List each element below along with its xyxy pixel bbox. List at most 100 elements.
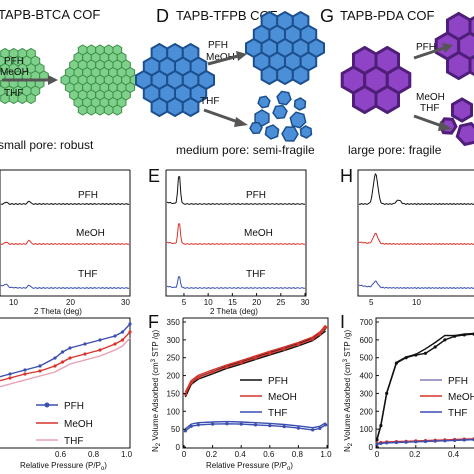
panel-d-letter: D: [156, 6, 169, 26]
hexagon-cell: [374, 84, 400, 115]
xrd-a-meoh-label: MeOH: [76, 228, 105, 239]
iso-f-legend: PFH MeOH THF: [240, 376, 297, 419]
hexagon-cell: [77, 104, 88, 116]
iso-a-pfh-point: [8, 372, 12, 376]
iso-a-pfh-point: [68, 346, 72, 350]
iso-f-ticks: 0 50 100 150 200 250 300 350 0 0.2 0.4 0.6 0.8 1.0: [167, 318, 333, 459]
iso-a-meoh-point: [68, 356, 72, 360]
iso-i-ytick: 600: [360, 336, 374, 345]
iso-a-xtick: 0.8: [88, 450, 100, 459]
iso-a-xlabel: Relative Pressure (P/Po): [20, 461, 107, 472]
iso-f-xtick: 0.6: [263, 450, 275, 459]
iso-f-ytick: 0: [176, 443, 181, 452]
xrd-a-xlabel: 2 Theta (deg): [34, 307, 82, 316]
panel-a-schematic: TAPB-BTCA COF PFH MeOH THF small pore: r…: [0, 7, 140, 152]
iso-panel-a: PFH MeOH THF 0.6 0.8 1.0 Relative Pressu…: [0, 317, 133, 472]
panel-d-arrow-bottom: [203, 108, 239, 124]
iso-a-pfh-point: [98, 338, 102, 342]
panel-a-caption: small pore: robust: [0, 138, 94, 152]
iso-f-thf-point: [211, 422, 215, 426]
large-pore-cof-crystal: [340, 45, 412, 115]
iso-a-pfh-point: [128, 322, 132, 326]
iso-a-pfh-point: [60, 350, 65, 354]
iso-f-thf-point: [196, 423, 200, 427]
iso-f-thf-point: [225, 422, 229, 426]
legend-meoh: MeOH: [448, 392, 474, 403]
xrd-panel-e: E PFH MeOH THF 5 10 15 20 25 30 2 Theta (deg): [148, 166, 310, 316]
iso-f-thf-point: [268, 424, 272, 428]
xrd-h-traces: [358, 172, 474, 289]
xrd-e-xtick: 15: [228, 298, 237, 307]
crystal-fragment: [451, 97, 473, 123]
iso-f-meoh: [184, 326, 327, 395]
xrd-panel-h: H 5 10: [340, 166, 474, 307]
iso-a-pfh-point: [53, 356, 57, 360]
panel-d-arrow-top: [207, 54, 239, 66]
iso-i-pfh: [376, 333, 474, 441]
xrd-a-pfh-label: PFH: [78, 190, 98, 201]
iso-f-ytick: 350: [167, 318, 181, 327]
legend-thf: THF: [64, 436, 83, 447]
panel-d-meoh-label: MeOH: [206, 52, 235, 63]
panel-a-pfh-label: PFH: [4, 56, 24, 67]
iso-i-pfh-desorption: [376, 332, 474, 440]
iso-a-meoh-point: [128, 330, 132, 334]
iso-i-legend: PFH MeOH THF: [420, 376, 474, 419]
iso-a-xtick: 1.0: [121, 450, 133, 459]
panel-g-meoh-label: MeOH: [416, 92, 445, 103]
hexagon-cell: [446, 50, 472, 81]
iso-i-thf-point: [379, 441, 383, 445]
hexagon-cell: [468, 15, 474, 38]
iso-f-thf-point: [296, 426, 300, 430]
iso-a-pfh-point: [120, 330, 125, 334]
xrd-trace-thf: [358, 280, 474, 289]
iso-f-thf-point: [239, 422, 243, 426]
xrd-e-frame: [165, 169, 307, 297]
iso-a-pfh-point: [113, 334, 117, 338]
legend-pfh: PFH: [268, 376, 288, 387]
crystal-fragment: [289, 111, 307, 129]
iso-i-xtick: 0.4: [448, 450, 460, 459]
iso-f-meoh-point: [311, 337, 315, 341]
iso-a-curves: [0, 322, 132, 388]
crystal-fragment: [455, 121, 474, 147]
iso-i-xtick: 0: [375, 450, 380, 459]
legend-pfh: PFH: [64, 401, 84, 412]
xrd-e-letter: E: [148, 166, 160, 186]
xrd-e-xtick: 20: [252, 298, 261, 307]
iso-a-thf: [0, 337, 131, 388]
iso-a-pfh-point: [23, 368, 27, 372]
crystal-fragment: [272, 104, 288, 120]
iso-a-meoh-point: [23, 372, 27, 376]
hexagon-cell: [26, 92, 36, 105]
iso-a-meoh-point: [38, 369, 42, 373]
iso-f-thf-point: [324, 423, 328, 427]
iso-f-meoh-point: [268, 351, 272, 355]
iso-f-curves: [183, 324, 328, 433]
xrd-e-meoh-label: MeOH: [244, 228, 273, 239]
iso-i-ytick: 400: [360, 372, 374, 381]
iso-f-ytick: 300: [167, 336, 181, 345]
iso-i-ytick: 200: [360, 407, 374, 416]
iso-i-pfh-point: [375, 438, 379, 442]
iso-i-thf-point: [453, 438, 457, 442]
iso-i-thf-point: [375, 442, 379, 446]
xrd-e-xtick: 5: [182, 298, 187, 307]
iso-i-ticks: 0 100 200 300 400 500 600 700 0 0.2 0.4: [360, 318, 460, 459]
panel-d-title: TAPB-TFPB COF: [176, 8, 278, 23]
xrd-trace-thf: [166, 276, 306, 289]
crystal-fragment: [257, 95, 271, 109]
iso-i-thf-point: [404, 440, 408, 444]
panel-d-thf-label: THF: [200, 96, 219, 107]
hexagon-cell: [95, 104, 105, 116]
iso-panel-i: I 0 100 200 300 400 500 600 700 0 0.2 0.4 N2 Volum…: [340, 312, 474, 459]
iso-a-meoh-point: [60, 360, 65, 364]
iso-f-ytick: 100: [167, 407, 181, 416]
iso-f-thf-desorption: [184, 420, 326, 430]
iso-f-xtick: 0.8: [292, 450, 304, 459]
iso-a-legend: PFH MeOH THF: [36, 401, 93, 447]
large-pore-cof-crystal-after: [434, 11, 474, 81]
iso-f-xlabel: Relative Pressure (P/Po): [206, 461, 293, 472]
panel-g-caption: large pore: fragile: [348, 143, 442, 157]
